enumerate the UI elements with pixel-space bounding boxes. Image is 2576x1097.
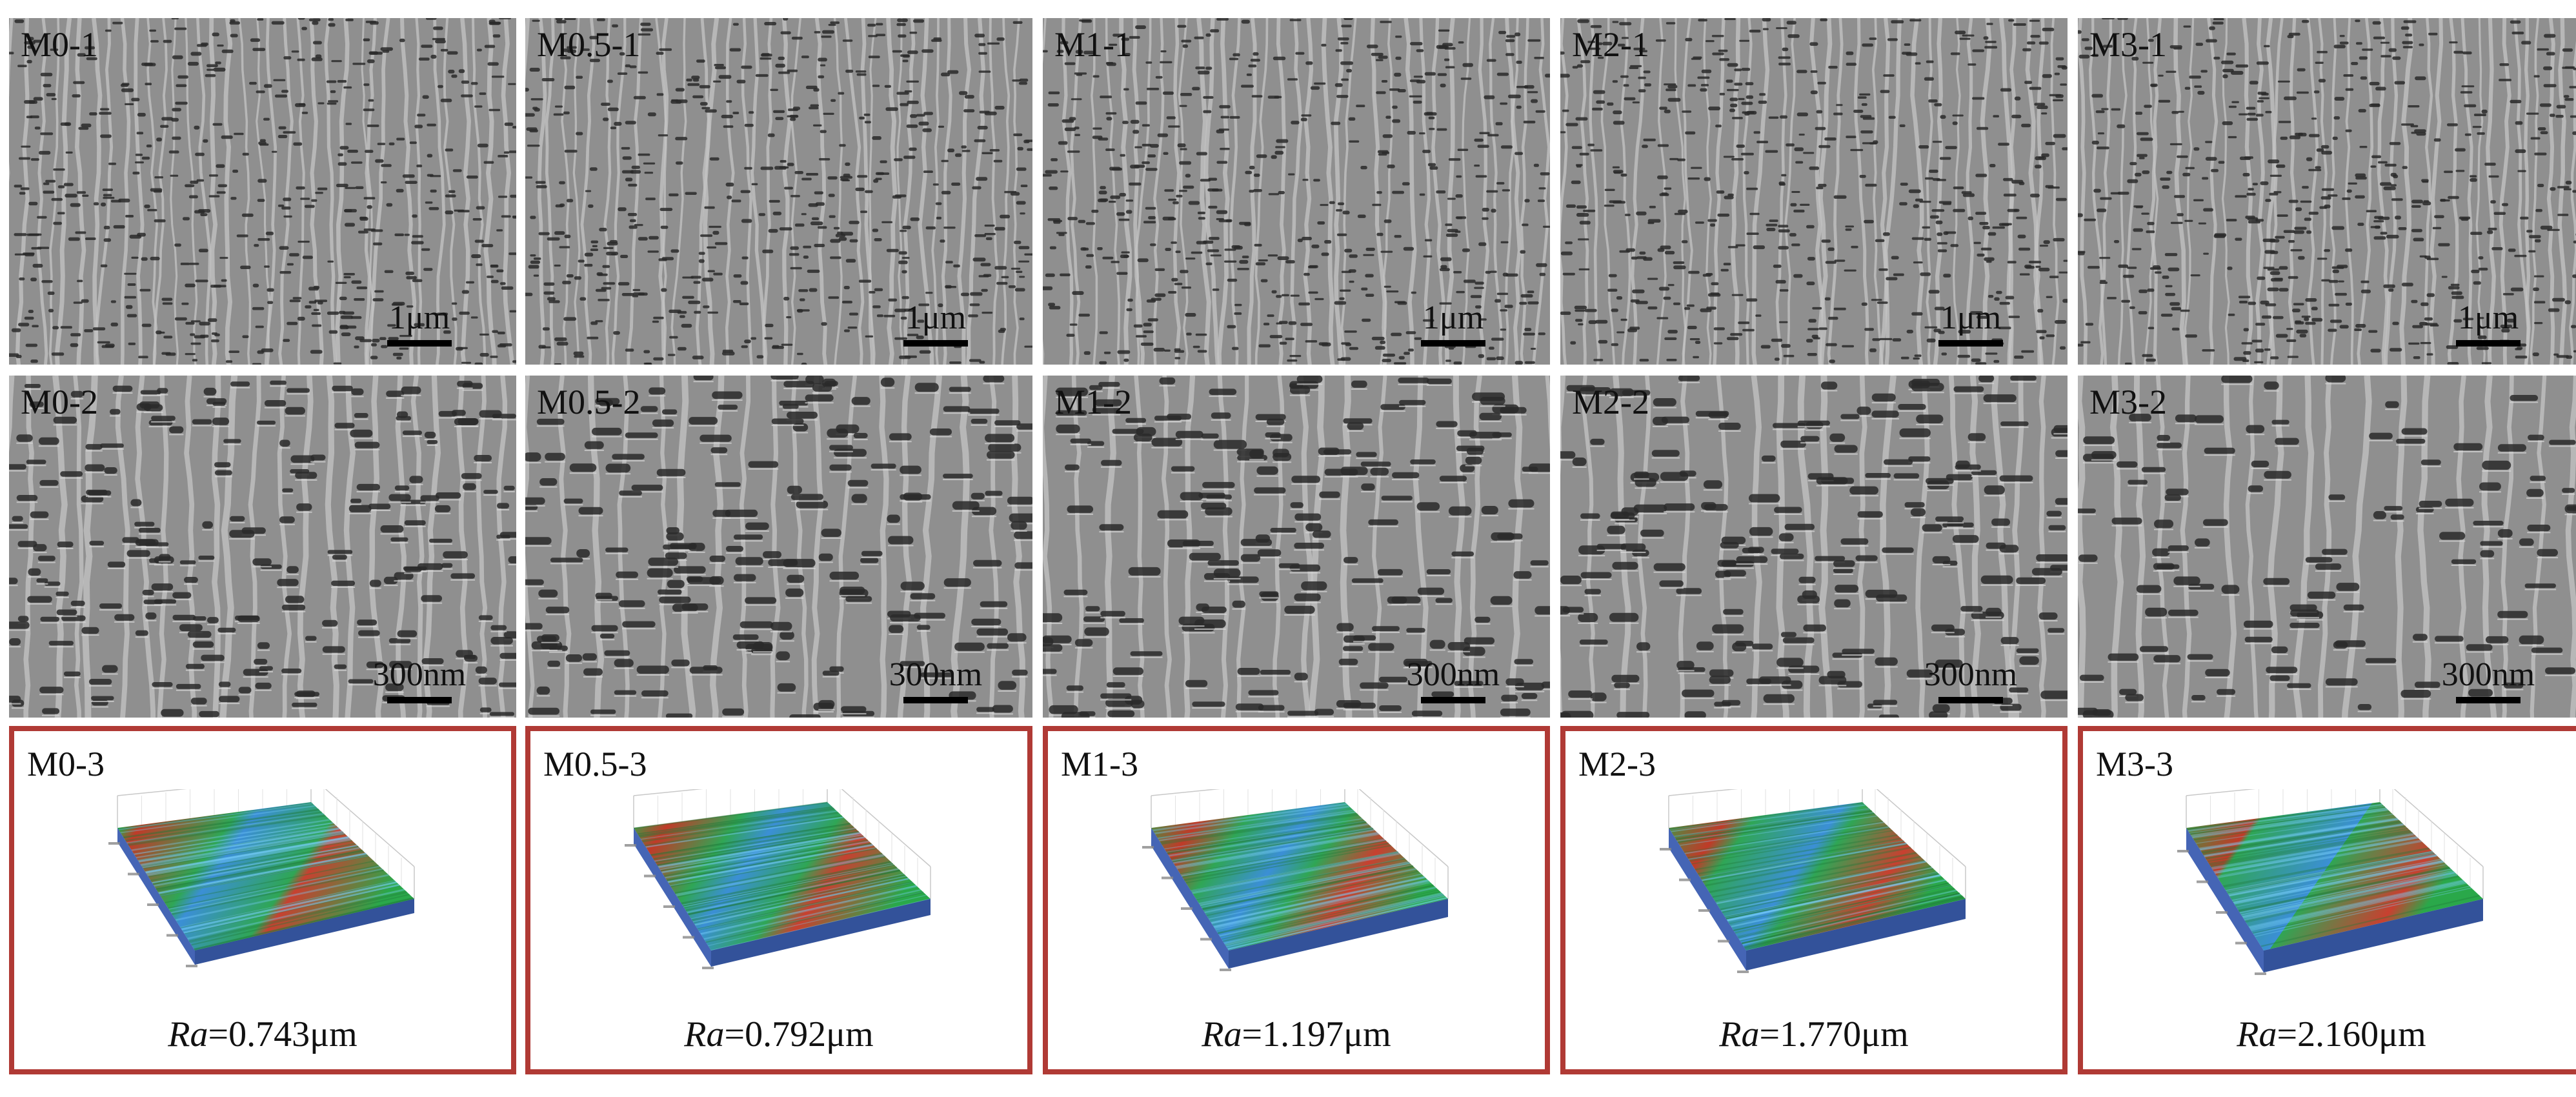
ra-symbol: Ra xyxy=(2237,1014,2277,1054)
panel-label: M1-1 xyxy=(1054,25,1132,64)
scale-bar: 300nm xyxy=(1924,658,2017,703)
micrograph-texture xyxy=(1560,18,2068,365)
scale-bar-line xyxy=(1938,697,2003,703)
afm-panel-m0-5-3: M0.5-3 Ra=0.792μm xyxy=(525,726,1032,1074)
scale-bar: 300nm xyxy=(373,658,466,703)
column-m2: M2-1 1μm M2-2 300nm M2-3 Ra=1.770μm xyxy=(1560,0,2068,1097)
scale-bar: 1μm xyxy=(1938,301,2003,347)
column-m3: M3-1 1μm M3-2 300nm M3-3 Ra=2.160μm xyxy=(2078,0,2576,1097)
panel-label: M3-1 xyxy=(2089,25,2167,64)
sem-panel-m1-1: M1-1 1μm xyxy=(1043,18,1550,365)
sem-panel-m1-2: M1-2 300nm xyxy=(1043,376,1550,718)
ra-number: =2.160μm xyxy=(2277,1014,2426,1054)
scale-bar: 300nm xyxy=(2442,658,2535,703)
afm-surface-3d xyxy=(625,789,931,969)
ra-symbol: Ra xyxy=(1202,1014,1242,1054)
panel-label: M2-3 xyxy=(1578,745,1656,783)
afm-panel-m2-3: M2-3 Ra=1.770μm xyxy=(1560,726,2068,1074)
roughness-value: Ra=2.160μm xyxy=(2083,1014,2576,1055)
afm-panel-m0-3: M0-3 Ra=0.743μm xyxy=(9,726,516,1074)
scale-bar-line xyxy=(1421,340,1485,347)
micrograph-texture xyxy=(2078,18,2576,365)
scale-bar-label: 300nm xyxy=(2441,656,2535,693)
ra-symbol: Ra xyxy=(168,1014,208,1054)
micrograph-texture xyxy=(2078,376,2576,718)
panel-label: M1-2 xyxy=(1054,383,1132,421)
column-m0: M0-1 1μm M0-2 300nm M0-3 Ra=0.743μm xyxy=(9,0,516,1097)
scale-bar-label: 300nm xyxy=(1924,656,2018,693)
scale-bar-label: 1μm xyxy=(388,299,450,336)
column-m1: M1-1 1μm M1-2 300nm M1-3 Ra=1.197μm xyxy=(1043,0,1550,1097)
panel-label: M0.5-3 xyxy=(543,745,647,783)
panel-label: M3-3 xyxy=(2096,745,2173,783)
scale-bar: 1μm xyxy=(1421,301,1485,347)
sem-panel-m0-5-2: M0.5-2 300nm xyxy=(525,376,1032,718)
scale-bar-line xyxy=(2456,340,2521,347)
ra-number: =0.792μm xyxy=(724,1014,874,1054)
roughness-value: Ra=1.197μm xyxy=(1048,1014,1545,1055)
scale-bar-line xyxy=(903,697,968,703)
scale-bar-label: 1μm xyxy=(905,299,967,336)
micrograph-texture xyxy=(1560,376,2068,718)
panel-label: M3-2 xyxy=(2089,383,2167,421)
afm-surface-3d xyxy=(1660,789,1966,973)
scale-bar: 300nm xyxy=(1407,658,1500,703)
ra-number: =0.743μm xyxy=(208,1014,357,1054)
scale-bar: 1μm xyxy=(387,301,452,347)
micrograph-texture xyxy=(525,18,1032,365)
scale-bar-line xyxy=(1938,340,2003,347)
afm-surface-3d xyxy=(2177,789,2484,975)
sem-panel-m3-1: M3-1 1μm xyxy=(2078,18,2576,365)
micrograph-texture xyxy=(9,376,516,718)
sem-panel-m2-2: M2-2 300nm xyxy=(1560,376,2068,718)
afm-panel-m1-3: M1-3 Ra=1.197μm xyxy=(1043,726,1550,1074)
afm-panel-m3-3: M3-3 Ra=2.160μm xyxy=(2078,726,2576,1074)
scale-bar-label: 300nm xyxy=(889,656,983,693)
roughness-value: Ra=1.770μm xyxy=(1565,1014,2062,1055)
sem-panel-m3-2: M3-2 300nm xyxy=(2078,376,2576,718)
sem-panel-m0-5-1: M0.5-1 1μm xyxy=(525,18,1032,365)
scale-bar-label: 1μm xyxy=(1940,299,2002,336)
micrograph-texture xyxy=(1043,18,1550,365)
micrograph-texture xyxy=(1043,376,1550,718)
micrograph-texture xyxy=(9,18,516,365)
panel-label: M0.5-1 xyxy=(537,25,641,64)
panel-label: M0-3 xyxy=(27,745,105,783)
afm-surface-3d xyxy=(1142,789,1449,971)
column-m0-5: M0.5-1 1μm M0.5-2 300nm M0.5-3 Ra=0.792μ… xyxy=(525,0,1032,1097)
sem-panel-m2-1: M2-1 1μm xyxy=(1560,18,2068,365)
ra-symbol: Ra xyxy=(1719,1014,1760,1054)
panel-label: M0-1 xyxy=(21,25,98,64)
scale-bar: 300nm xyxy=(889,658,982,703)
panel-label: M0-2 xyxy=(21,383,98,421)
scale-bar-label: 1μm xyxy=(2457,299,2519,336)
scale-bar-label: 1μm xyxy=(1422,299,1484,336)
roughness-value: Ra=0.743μm xyxy=(14,1014,511,1055)
scale-bar-line xyxy=(387,340,452,347)
scale-bar-line xyxy=(2456,697,2521,703)
panel-label: M2-1 xyxy=(1572,25,1649,64)
panel-label: M2-2 xyxy=(1572,383,1649,421)
ra-symbol: Ra xyxy=(684,1014,725,1054)
scale-bar: 1μm xyxy=(903,301,968,347)
scale-bar: 1μm xyxy=(2456,301,2521,347)
roughness-value: Ra=0.792μm xyxy=(530,1014,1027,1055)
afm-surface-3d xyxy=(108,789,415,967)
scale-bar-line xyxy=(387,697,452,703)
scale-bar-label: 300nm xyxy=(1406,656,1500,693)
sem-panel-m0-1: M0-1 1μm xyxy=(9,18,516,365)
panel-label: M0.5-2 xyxy=(537,383,641,421)
ra-number: =1.770μm xyxy=(1759,1014,1909,1054)
scale-bar-line xyxy=(903,340,968,347)
micrograph-texture xyxy=(525,376,1032,718)
scale-bar-line xyxy=(1421,697,1485,703)
ra-number: =1.197μm xyxy=(1242,1014,1391,1054)
scale-bar-label: 300nm xyxy=(372,656,467,693)
panel-label: M1-3 xyxy=(1061,745,1138,783)
sem-panel-m0-2: M0-2 300nm xyxy=(9,376,516,718)
